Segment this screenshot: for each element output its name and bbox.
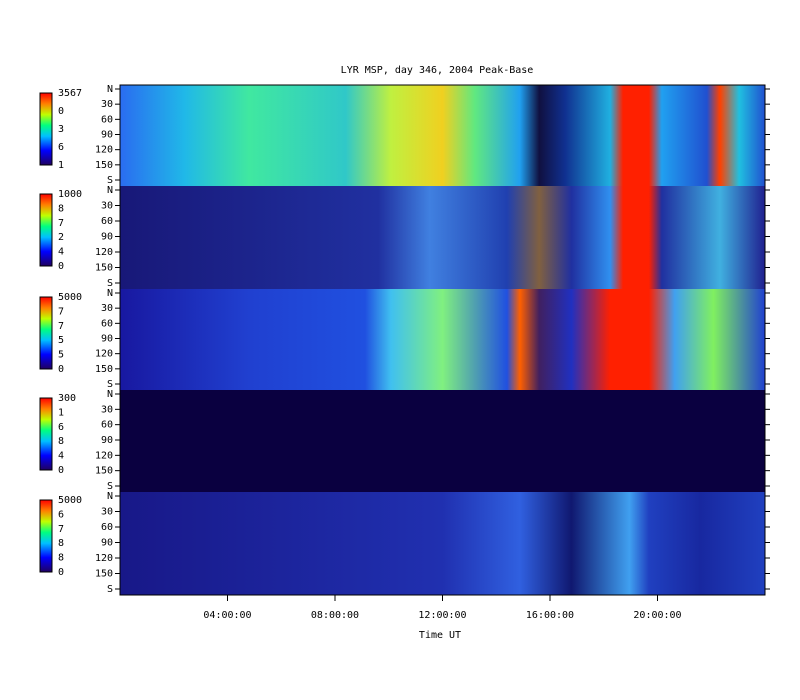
colorbar bbox=[39, 499, 53, 573]
colorbar-label: 7 bbox=[58, 306, 64, 317]
y-tick-label: S bbox=[107, 175, 113, 186]
y-tick-label: 60 bbox=[101, 318, 113, 329]
panel-image bbox=[120, 289, 765, 390]
y-tick-label: N bbox=[107, 389, 113, 400]
colorbar-label: 8 bbox=[58, 538, 64, 549]
y-tick-label: 30 bbox=[101, 303, 113, 314]
colorbar-label: 0 bbox=[58, 465, 64, 476]
colorbar-label: 8 bbox=[58, 203, 64, 214]
colorbar-label: 8 bbox=[58, 553, 64, 564]
colorbar-label: 3567 bbox=[58, 88, 82, 99]
y-tick-label: 90 bbox=[101, 130, 113, 141]
y-tick-label: N bbox=[107, 288, 113, 299]
y-tick-label: 60 bbox=[101, 114, 113, 125]
x-tick-label: 04:00:00 bbox=[203, 610, 251, 621]
colorbar-label: 4 bbox=[58, 247, 64, 258]
colorbar-label: 300 bbox=[58, 393, 76, 404]
x-tick-label: 20:00:00 bbox=[633, 610, 681, 621]
y-tick-label: 90 bbox=[101, 538, 113, 549]
colorbar-label: 0 bbox=[58, 106, 64, 117]
y-tick-label: 90 bbox=[101, 334, 113, 345]
panel-image bbox=[120, 390, 765, 492]
chart-title: LYR MSP, day 346, 2004 Peak-Base bbox=[341, 65, 534, 76]
colorbar-label: 6 bbox=[58, 509, 64, 520]
y-tick-label: 150 bbox=[95, 466, 113, 477]
colorbar-label: 1 bbox=[58, 407, 64, 418]
panel-image bbox=[120, 85, 765, 186]
y-tick-label: 120 bbox=[95, 145, 113, 156]
x-tick-label: 08:00:00 bbox=[311, 610, 359, 621]
colorbar-label: 4 bbox=[58, 451, 64, 462]
x-axis-label: Time UT bbox=[419, 630, 461, 641]
panel-image bbox=[120, 492, 765, 595]
y-tick-label: N bbox=[107, 84, 113, 95]
y-tick-label: S bbox=[107, 481, 113, 492]
colorbar-label: 6 bbox=[58, 142, 64, 153]
colorbar-label: 6 bbox=[58, 422, 64, 433]
colorbar-label: 2 bbox=[58, 232, 64, 243]
y-tick-label: 150 bbox=[95, 364, 113, 375]
colorbar-label: 5 bbox=[58, 350, 64, 361]
y-tick-label: 60 bbox=[101, 216, 113, 227]
y-tick-label: 120 bbox=[95, 553, 113, 564]
y-tick-label: 120 bbox=[95, 450, 113, 461]
y-tick-label: S bbox=[107, 584, 113, 595]
y-tick-label: 30 bbox=[101, 99, 113, 110]
y-tick-label: 150 bbox=[95, 569, 113, 580]
colorbar-label: 0 bbox=[58, 261, 64, 272]
y-tick-label: 120 bbox=[95, 247, 113, 258]
colorbar-label: 0 bbox=[58, 567, 64, 578]
colorbar-label: 7 bbox=[58, 218, 64, 229]
colorbar bbox=[39, 193, 53, 267]
x-tick-label: 16:00:00 bbox=[526, 610, 574, 621]
y-tick-label: S bbox=[107, 379, 113, 390]
y-tick-label: 30 bbox=[101, 404, 113, 415]
y-tick-label: 150 bbox=[95, 263, 113, 274]
y-tick-label: 90 bbox=[101, 232, 113, 243]
colorbar-label: 0 bbox=[58, 364, 64, 375]
x-tick-label: 12:00:00 bbox=[418, 610, 466, 621]
colorbar bbox=[39, 92, 53, 166]
colorbar-label: 1 bbox=[58, 160, 64, 171]
y-tick-label: 60 bbox=[101, 420, 113, 431]
y-tick-label: 90 bbox=[101, 435, 113, 446]
colorbar-label: 7 bbox=[58, 321, 64, 332]
colorbar bbox=[39, 296, 53, 370]
y-tick-label: 30 bbox=[101, 507, 113, 518]
y-tick-label: N bbox=[107, 491, 113, 502]
colorbar-label: 5000 bbox=[58, 495, 82, 506]
y-tick-label: 120 bbox=[95, 349, 113, 360]
colorbar-label: 1000 bbox=[58, 189, 82, 200]
colorbar-label: 7 bbox=[58, 524, 64, 535]
y-tick-label: 60 bbox=[101, 522, 113, 533]
colorbar-label: 3 bbox=[58, 124, 64, 135]
colorbar-label: 8 bbox=[58, 436, 64, 447]
colorbar bbox=[39, 397, 53, 471]
panel-image bbox=[120, 186, 765, 289]
y-tick-label: 150 bbox=[95, 160, 113, 171]
colorbar-label: 5 bbox=[58, 335, 64, 346]
colorbar-label: 5000 bbox=[58, 292, 82, 303]
y-tick-label: N bbox=[107, 185, 113, 196]
y-tick-label: 30 bbox=[101, 201, 113, 212]
y-tick-label: S bbox=[107, 278, 113, 289]
